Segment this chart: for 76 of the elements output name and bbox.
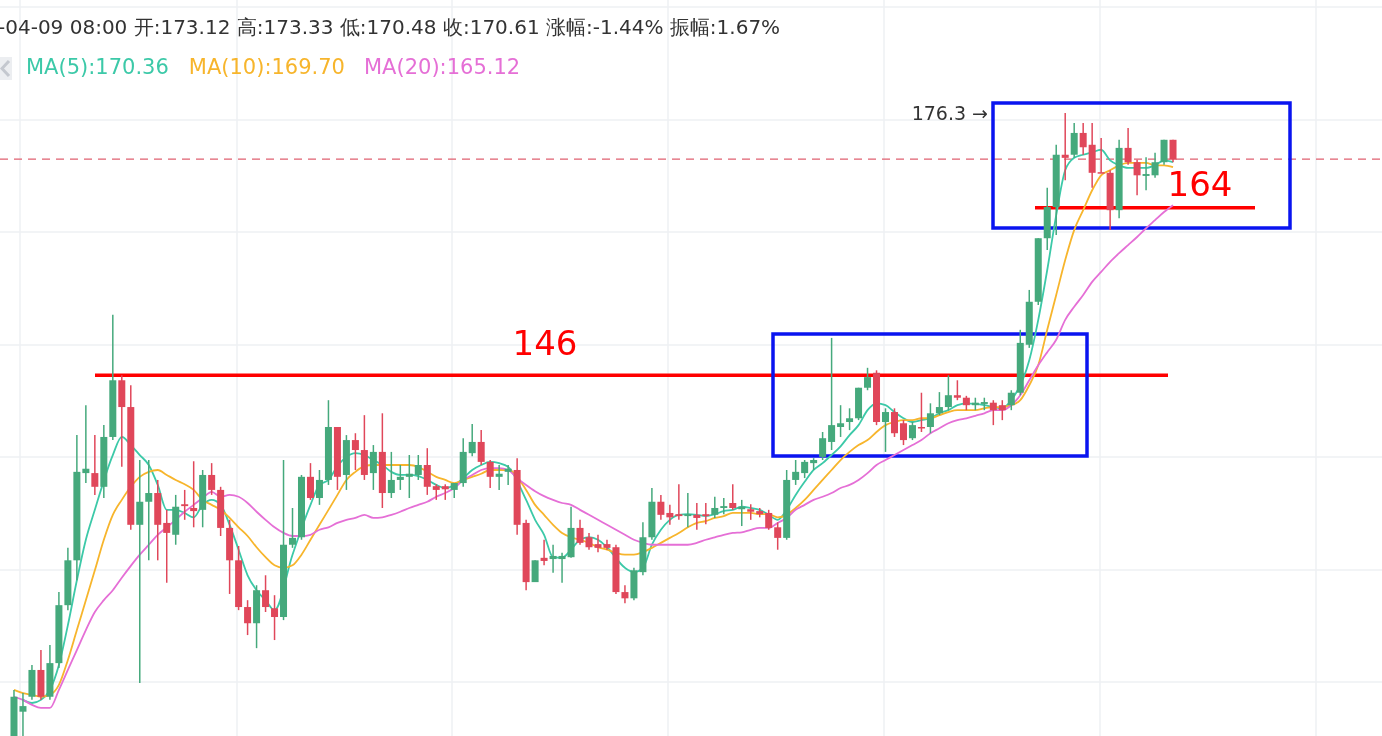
candlestick [244, 599, 252, 636]
annotation: 176.3 → [911, 102, 988, 124]
candlestick [864, 367, 872, 391]
candlestick [405, 454, 413, 499]
candlestick [1124, 127, 1132, 166]
candlestick [657, 494, 665, 521]
candlestick [711, 496, 719, 519]
candlestick [540, 539, 548, 567]
candlestick [1133, 158, 1141, 196]
candlestick [558, 552, 566, 584]
candlestick [396, 464, 404, 491]
candlestick [468, 423, 476, 458]
candlestick [989, 399, 997, 426]
candlestick [837, 404, 845, 438]
candlestick [271, 594, 279, 641]
candlestick [315, 469, 323, 506]
candlestick [621, 584, 629, 605]
candlestick [926, 402, 934, 434]
candlestick [792, 459, 800, 486]
candlestick [486, 459, 494, 489]
candlestick [549, 543, 557, 574]
candlestick [765, 509, 773, 531]
text: MA(20):165.12 [364, 55, 521, 79]
candlestick [262, 574, 270, 613]
candlestick [720, 497, 728, 515]
candlestick [935, 391, 943, 416]
candlestick [91, 434, 99, 496]
candlestick [774, 521, 782, 551]
candlestick [82, 404, 90, 484]
candlestick [729, 483, 737, 511]
candlestick [908, 421, 916, 441]
candlestick [684, 492, 692, 529]
candlestick [1079, 122, 1087, 156]
candlestick [890, 407, 898, 438]
candlestick [953, 379, 961, 401]
candlestick [163, 509, 171, 584]
candlestick [351, 432, 359, 471]
candlestick [846, 407, 854, 431]
candlestick [1151, 152, 1159, 179]
candlestick [1070, 122, 1078, 159]
candlestick [423, 447, 431, 496]
candlestick [828, 337, 836, 451]
candlestick [1142, 156, 1150, 191]
annotation: 146 [512, 323, 578, 363]
candlestick [899, 419, 907, 446]
candlestick [477, 429, 485, 466]
candlestick [289, 507, 297, 549]
candlestick [181, 489, 189, 521]
candlestick [495, 464, 503, 491]
candlestick [675, 483, 683, 521]
candlestick [801, 459, 809, 479]
candlestick [1160, 139, 1168, 166]
candlestick [998, 399, 1006, 421]
candlestick [387, 451, 395, 499]
candlestick [1061, 112, 1069, 182]
candlestick [666, 504, 674, 526]
candlestick [369, 444, 377, 491]
candlestick [819, 431, 827, 461]
candlestick [306, 462, 314, 501]
candlestick [1097, 137, 1105, 174]
candlestick [145, 459, 153, 562]
candlestick [19, 692, 27, 736]
text: MA(10):169.70 [188, 55, 345, 79]
candlestick [504, 464, 512, 486]
candlestick [1007, 389, 1015, 411]
candlestick [576, 519, 584, 546]
text: MA(5):170.36 [26, 55, 169, 79]
candlestick [693, 502, 701, 531]
candlestick [702, 502, 710, 525]
candlestick [944, 374, 952, 411]
candlestick [882, 407, 890, 453]
candlestick [190, 460, 198, 529]
annotation: 164 [1167, 164, 1233, 204]
candlestick [208, 462, 216, 496]
candlestick [136, 459, 144, 684]
candlestick [414, 454, 422, 481]
